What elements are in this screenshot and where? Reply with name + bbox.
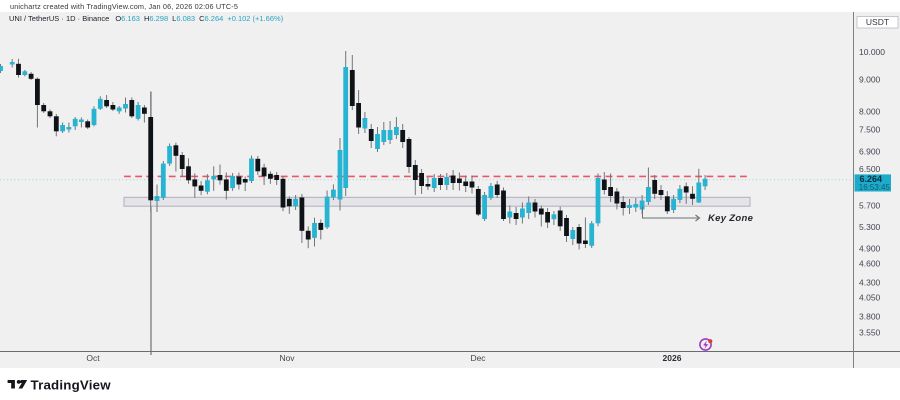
svg-text:4.600: 4.600 — [859, 258, 881, 268]
svg-text:USDT: USDT — [866, 17, 889, 27]
svg-text:Key Zone: Key Zone — [708, 213, 754, 224]
svg-text:4.900: 4.900 — [859, 244, 881, 254]
svg-text:6.500: 6.500 — [859, 164, 881, 174]
svg-text:TradingView: TradingView — [31, 378, 112, 393]
svg-text:5.700: 5.700 — [859, 201, 881, 211]
svg-text:9.000: 9.000 — [859, 74, 881, 84]
svg-text:4.300: 4.300 — [859, 277, 881, 287]
svg-text:3.550: 3.550 — [859, 327, 881, 337]
svg-text:Dec: Dec — [470, 353, 486, 363]
svg-text:2026: 2026 — [663, 353, 682, 363]
svg-text:6.900: 6.900 — [859, 147, 881, 157]
svg-text:5.300: 5.300 — [859, 222, 881, 232]
svg-text:6.264: 6.264 — [860, 174, 883, 184]
svg-text:8.000: 8.000 — [859, 107, 881, 117]
svg-text:4.050: 4.050 — [859, 293, 881, 303]
svg-text:Oct: Oct — [86, 353, 100, 363]
svg-text:7.500: 7.500 — [859, 125, 881, 135]
svg-text:3.800: 3.800 — [859, 311, 881, 321]
svg-text:Nov: Nov — [279, 353, 295, 363]
svg-text:16:53:45: 16:53:45 — [859, 183, 891, 192]
svg-text:10.000: 10.000 — [859, 47, 885, 57]
